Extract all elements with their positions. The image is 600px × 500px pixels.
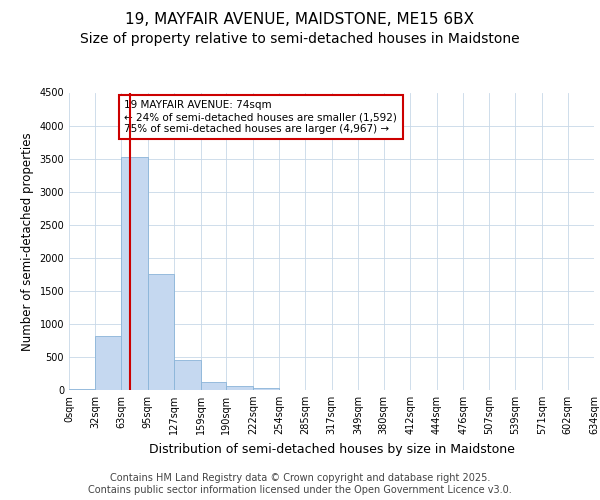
Text: 19 MAYFAIR AVENUE: 74sqm
← 24% of semi-detached houses are smaller (1,592)
75% o: 19 MAYFAIR AVENUE: 74sqm ← 24% of semi-d… (124, 100, 397, 134)
Bar (95, 336, 121, 390)
Bar (253, 388, 280, 390)
Bar (226, 386, 253, 390)
Bar (200, 382, 226, 390)
Text: Size of property relative to semi-detached houses in Maidstone: Size of property relative to semi-detach… (80, 32, 520, 46)
Bar (148, 274, 174, 390)
Text: 19, MAYFAIR AVENUE, MAIDSTONE, ME15 6BX: 19, MAYFAIR AVENUE, MAIDSTONE, ME15 6BX (125, 12, 475, 28)
Bar (121, 156, 148, 390)
Y-axis label: Number of semi-detached properties: Number of semi-detached properties (21, 132, 34, 350)
Bar (174, 360, 200, 390)
X-axis label: Distribution of semi-detached houses by size in Maidstone: Distribution of semi-detached houses by … (149, 442, 514, 456)
Text: Contains HM Land Registry data © Crown copyright and database right 2025.
Contai: Contains HM Land Registry data © Crown c… (88, 474, 512, 495)
